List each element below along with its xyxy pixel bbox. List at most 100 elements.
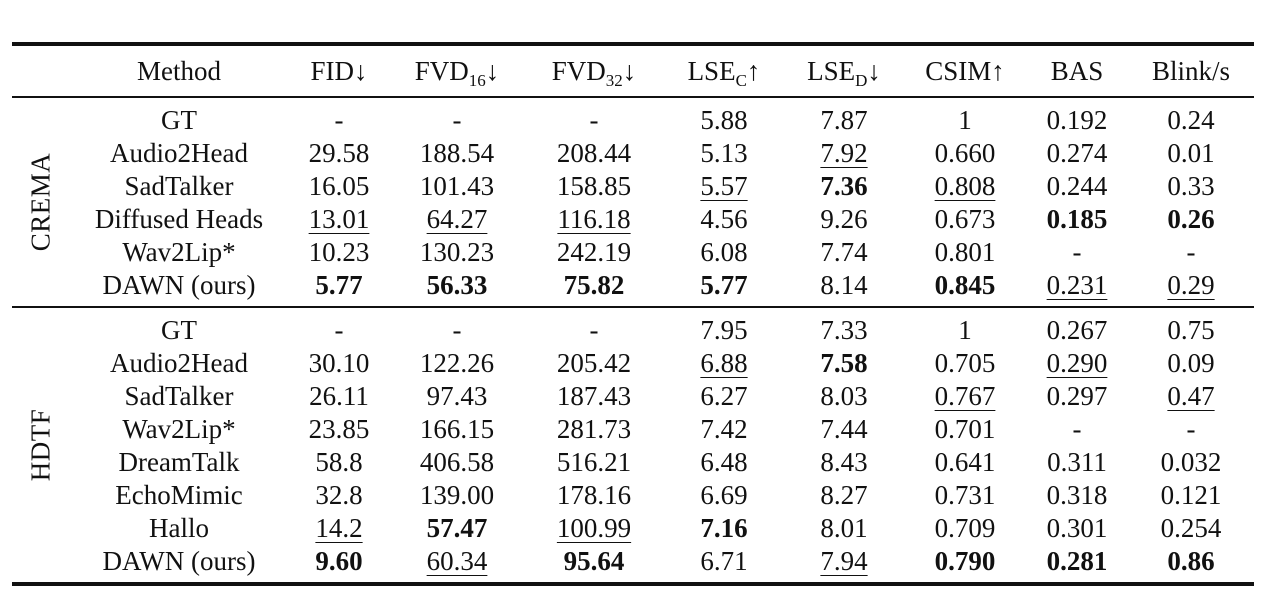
value-cell: 101.43	[390, 170, 524, 203]
value-cell: 0.121	[1128, 479, 1254, 512]
header-label: FVD	[414, 56, 469, 86]
value-cell: -	[1128, 236, 1254, 269]
value: 0.192	[1046, 105, 1108, 135]
value: 8.03	[820, 381, 868, 411]
value-cell: 187.43	[524, 380, 664, 413]
value-cell: 166.15	[390, 413, 524, 446]
value-cell: 0.701	[904, 413, 1026, 446]
value-cell: 5.77	[664, 269, 784, 307]
value-cell: -	[288, 97, 390, 137]
value: 0.301	[1046, 513, 1108, 543]
value: 281.73	[556, 414, 632, 444]
results-table-container: Method FID↓ FVD16↓ FVD32↓ LSEC↑ LSED↓ CS…	[12, 42, 1254, 586]
value-cell: 0.244	[1026, 170, 1128, 203]
down-arrow-icon: ↓	[622, 56, 637, 86]
value: 10.23	[308, 237, 370, 267]
value-cell: 0.641	[904, 446, 1026, 479]
best-value: 57.47	[426, 513, 488, 543]
value-cell: 0.01	[1128, 137, 1254, 170]
value-cell: 7.44	[784, 413, 904, 446]
value-cell: 8.03	[784, 380, 904, 413]
method-cell: SadTalker	[124, 171, 234, 201]
value: 6.08	[700, 237, 748, 267]
value-cell: 0.290	[1026, 347, 1128, 380]
second-best-value: 0.808	[934, 171, 996, 201]
best-value: 75.82	[563, 270, 625, 300]
value-cell: 0.801	[904, 236, 1026, 269]
second-best-value: 0.231	[1046, 270, 1108, 300]
value-cell: 0.318	[1026, 479, 1128, 512]
header-row: Method FID↓ FVD16↓ FVD32↓ LSEC↑ LSED↓ CS…	[12, 44, 1254, 97]
value-cell: 1	[904, 97, 1026, 137]
header-label: LSE	[807, 56, 856, 86]
value-cell: 0.47	[1128, 380, 1254, 413]
value-cell: 188.54	[390, 137, 524, 170]
table-row: DAWN (ours) 9.60 60.34 95.64 6.71 7.94 0.790 0.…	[12, 545, 1254, 584]
value-cell: 116.18	[524, 203, 664, 236]
table-row: Wav2Lip* 10.23 130.23 242.19 6.08 7.74 0.801 - -	[12, 236, 1254, 269]
value-cell: 0.767	[904, 380, 1026, 413]
value: 58.8	[315, 447, 363, 477]
method-cell: Wav2Lip*	[122, 237, 236, 267]
value-cell: 97.43	[390, 380, 524, 413]
value-cell: 13.01	[288, 203, 390, 236]
value-cell: 406.58	[390, 446, 524, 479]
second-best-value: 60.34	[426, 546, 488, 576]
value: 16.05	[308, 171, 370, 201]
table-row: CREMA GT - - - 5.88 7.87 1 0.192 0.24	[12, 97, 1254, 251]
best-value: 0.790	[934, 546, 996, 576]
value: -	[334, 315, 344, 345]
value-cell: 30.10	[288, 347, 390, 380]
value-cell: 0.660	[904, 137, 1026, 170]
value-cell: 281.73	[524, 413, 664, 446]
header-lsec: LSEC↑	[664, 44, 784, 97]
value: 8.14	[820, 270, 868, 300]
value: 7.44	[820, 414, 868, 444]
table-row: SadTalker 16.05 101.43 158.85 5.57 7.36 0.808 0…	[12, 170, 1254, 203]
best-value: 5.77	[315, 270, 363, 300]
second-best-value: 13.01	[308, 204, 370, 234]
header-csim: CSIM↑	[904, 44, 1026, 97]
value: 1	[958, 105, 972, 135]
value: 0.75	[1167, 315, 1215, 345]
value: 32.8	[315, 480, 363, 510]
table-row: Wav2Lip* 23.85 166.15 281.73 7.42 7.44 0.701 - -	[12, 413, 1254, 446]
value: 0.032	[1160, 447, 1222, 477]
second-best-value: 14.2	[315, 513, 363, 543]
second-best-value: 0.47	[1167, 381, 1215, 411]
value: 26.11	[309, 381, 369, 411]
table-row: DreamTalk 58.8 406.58 516.21 6.48 8.43 0.641 0.…	[12, 446, 1254, 479]
value-cell: 64.27	[390, 203, 524, 236]
method-cell: Hallo	[149, 513, 209, 543]
value: 5.13	[700, 138, 748, 168]
value: 139.00	[419, 480, 495, 510]
value: 8.27	[820, 480, 868, 510]
value: 6.71	[700, 546, 748, 576]
value-cell: 1	[904, 307, 1026, 347]
value-cell: 7.94	[784, 545, 904, 584]
value-cell: 7.87	[784, 97, 904, 137]
second-best-value: 7.94	[820, 546, 868, 576]
value-cell: -	[390, 307, 524, 347]
table-body: CREMA GT - - - 5.88 7.87 1 0.192 0.24 Audio2Head 29…	[12, 97, 1254, 584]
down-arrow-icon: ↓	[867, 56, 881, 86]
method-cell: EchoMimic	[115, 480, 243, 510]
value-cell: 75.82	[524, 269, 664, 307]
header-subscript: 32	[605, 71, 623, 90]
value-cell: 6.88	[664, 347, 784, 380]
value-cell: 7.16	[664, 512, 784, 545]
dataset-cell: HDTF	[12, 307, 70, 584]
value: 516.21	[556, 447, 632, 477]
value: 208.44	[556, 138, 632, 168]
value: 23.85	[308, 414, 370, 444]
second-best-value: 0.29	[1167, 270, 1215, 300]
value-cell: 7.36	[784, 170, 904, 203]
value: 0.01	[1167, 138, 1215, 168]
header-label: CSIM	[925, 56, 992, 86]
value: -	[1072, 414, 1082, 444]
up-arrow-icon: ↑	[991, 56, 1005, 86]
value: 29.58	[308, 138, 370, 168]
header-label: BAS	[1050, 56, 1104, 86]
value-cell: 26.11	[288, 380, 390, 413]
second-best-value: 5.57	[700, 171, 748, 201]
